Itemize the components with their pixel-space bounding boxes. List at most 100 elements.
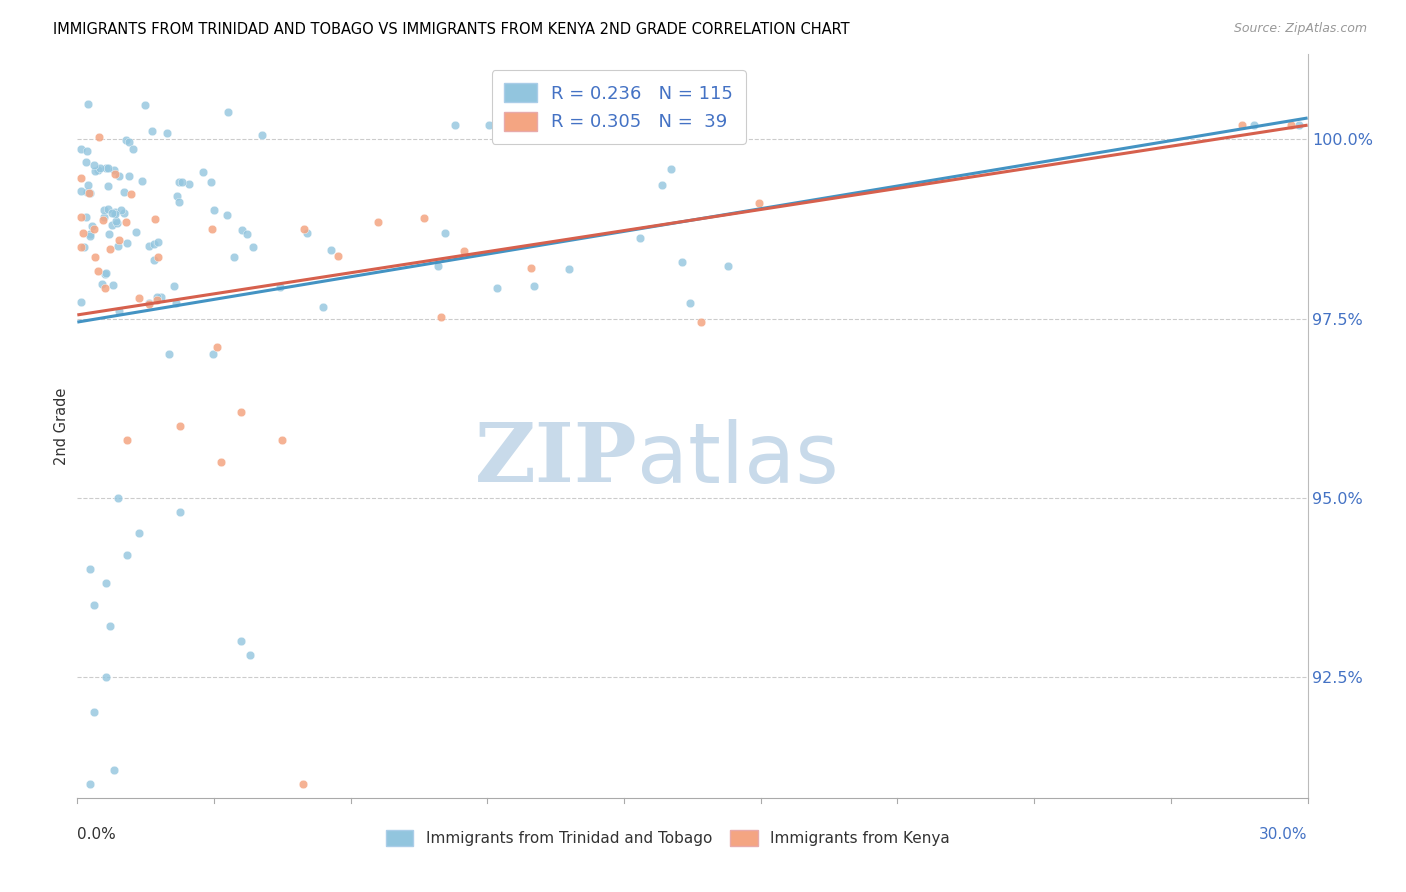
Point [163,278,186,293]
Point [84,164,107,178]
Point [138,239,160,253]
Point [103,162,125,177]
Point [1243,118,1265,132]
Point [231,404,253,418]
Point [558,261,581,276]
Point [326,249,349,263]
Point [79,227,101,241]
Point [295,226,318,240]
Point [217,105,239,120]
Point [523,279,546,293]
Point [143,211,166,226]
Point [93,203,115,218]
Point [146,235,169,250]
Point [115,235,138,250]
Point [94,266,117,280]
Text: atlas: atlas [637,419,839,500]
Point [97,161,120,175]
Point [291,777,314,791]
Point [89,161,111,175]
Point [94,670,117,684]
Point [79,229,101,244]
Point [115,434,138,448]
Point [679,295,702,310]
Point [76,144,98,158]
Text: 0.0%: 0.0% [77,827,117,841]
Point [478,118,501,132]
Point [191,165,214,179]
Point [86,264,108,278]
Point [412,211,434,226]
Point [76,178,98,193]
Point [1279,118,1302,132]
Point [434,226,457,240]
Y-axis label: 2nd Grade: 2nd Grade [53,387,69,465]
Point [98,227,121,242]
Point [215,209,238,223]
Point [104,213,127,227]
Point [98,619,121,633]
Point [207,340,229,354]
Point [231,223,253,237]
Point [87,130,110,145]
Point [87,163,110,178]
Point [319,243,342,257]
Point [271,434,294,448]
Point [76,96,98,111]
Point [155,126,177,140]
Point [128,526,150,541]
Point [242,240,264,254]
Point [101,218,124,232]
Point [70,295,93,310]
Point [166,189,188,203]
Point [73,240,96,254]
Point [79,186,101,200]
Point [209,455,232,469]
Point [79,562,101,576]
Point [112,206,135,220]
Point [98,243,121,257]
Point [83,158,105,172]
Point [79,186,101,200]
Point [150,290,173,304]
Point [131,174,153,188]
Point [224,250,246,264]
Point [112,185,135,199]
Point [138,296,160,310]
Point [114,133,136,147]
Point [167,194,190,209]
Point [202,202,225,217]
Point [169,175,191,189]
Point [427,259,450,273]
Point [748,195,770,210]
Point [430,310,453,324]
Text: IMMIGRANTS FROM TRINIDAD AND TOBAGO VS IMMIGRANTS FROM KENYA 2ND GRADE CORRELATI: IMMIGRANTS FROM TRINIDAD AND TOBAGO VS I… [53,22,851,37]
Point [157,347,180,361]
Point [70,184,93,198]
Point [169,419,191,434]
Point [107,169,129,184]
Point [292,222,315,236]
Point [104,207,127,221]
Point [239,648,262,662]
Point [97,202,120,216]
Point [83,706,105,720]
Point [172,175,194,189]
Point [118,169,141,184]
Point [367,215,389,229]
Point [103,763,125,777]
Point [70,210,93,224]
Point [138,297,160,311]
Point [107,238,129,252]
Text: 30.0%: 30.0% [1260,827,1308,841]
Point [169,505,191,519]
Point [1346,111,1368,125]
Point [148,250,170,264]
Point [83,221,105,235]
Point [118,135,141,149]
Point [689,315,711,329]
Point [103,167,125,181]
Point [93,210,115,224]
Point [651,178,673,193]
Point [134,98,156,112]
